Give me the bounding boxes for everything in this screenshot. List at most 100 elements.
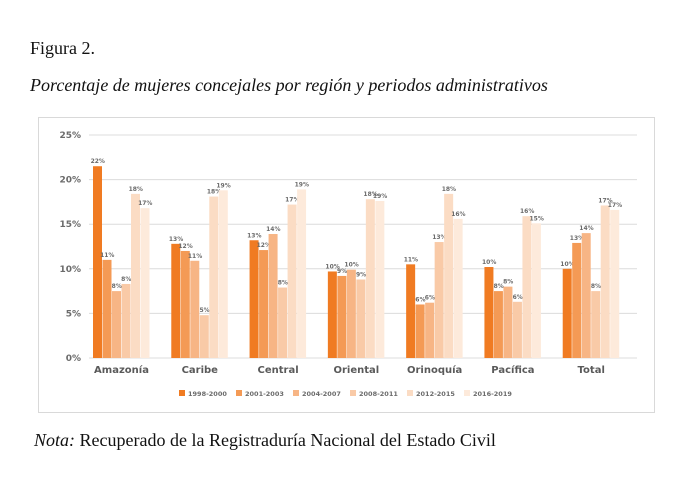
bar <box>278 287 288 358</box>
bar <box>406 264 416 358</box>
data-label: 17% <box>138 200 152 207</box>
legend-swatch <box>293 390 299 396</box>
data-label: 8% <box>494 283 504 290</box>
legend-label: 2004-2007 <box>302 390 341 398</box>
bar <box>581 233 591 358</box>
data-label: 19% <box>216 182 230 189</box>
data-label: 18% <box>207 189 221 196</box>
legend-swatch <box>464 390 470 396</box>
legend-swatch <box>179 390 185 396</box>
data-label: 18% <box>129 186 143 193</box>
bar <box>287 204 297 358</box>
data-label: 18% <box>363 191 377 198</box>
bar <box>346 269 356 358</box>
data-label: 17% <box>285 197 299 204</box>
data-label: 16% <box>451 211 465 218</box>
data-label: 13% <box>169 236 183 243</box>
bar <box>199 315 209 358</box>
bar <box>493 291 503 358</box>
data-label: 11% <box>404 256 418 263</box>
y-tick-label: 0% <box>66 354 81 364</box>
bar <box>572 242 582 358</box>
bar <box>562 268 572 358</box>
category-label: Caribe <box>182 365 219 376</box>
bar <box>531 223 541 358</box>
figure-title: Porcentaje de mujeres concejales por reg… <box>30 75 548 95</box>
bar <box>327 271 337 358</box>
legend-swatch <box>407 390 413 396</box>
bar <box>190 260 200 358</box>
note-text: Recuperado de la Registraduría Nacional … <box>75 430 496 450</box>
data-label: 19% <box>295 181 309 188</box>
data-label: 6% <box>425 295 435 302</box>
bar <box>484 267 494 358</box>
category-label: Oriental <box>333 365 379 376</box>
category-label: Orinoquía <box>407 364 462 376</box>
bar <box>93 166 102 358</box>
bar <box>209 196 219 358</box>
data-label: 11% <box>188 253 202 260</box>
data-label: 14% <box>579 225 593 232</box>
bar <box>121 283 131 358</box>
bar <box>512 301 522 358</box>
bar <box>434 242 444 358</box>
category-label: Central <box>258 365 299 376</box>
data-label: 8% <box>591 283 601 290</box>
data-label: 6% <box>415 296 425 303</box>
bar <box>102 259 112 358</box>
bar <box>171 243 181 358</box>
data-label: 17% <box>598 197 612 204</box>
figure-note: Nota: Recuperado de la Registraduría Nac… <box>34 430 496 451</box>
category-label: Pacífica <box>491 364 534 376</box>
legend-label: 2008-2011 <box>359 390 398 398</box>
bar <box>140 208 150 358</box>
bar <box>218 190 228 358</box>
data-label: 5% <box>199 307 209 314</box>
y-tick-label: 10% <box>59 265 81 275</box>
data-label: 6% <box>513 294 523 301</box>
legend-label: 2001-2003 <box>245 390 284 398</box>
data-label: 22% <box>91 158 105 165</box>
bar <box>375 201 385 358</box>
bar <box>112 291 121 358</box>
legend-label: 1998-2000 <box>188 390 227 398</box>
bar <box>180 250 190 358</box>
data-label: 8% <box>112 283 122 290</box>
legend-label: 2012-2015 <box>416 390 455 398</box>
data-label: 15% <box>529 215 543 222</box>
legend-swatch <box>350 390 356 396</box>
bar <box>600 205 610 358</box>
bar <box>337 275 347 358</box>
data-label: 13% <box>432 234 446 241</box>
bar <box>591 291 601 358</box>
data-label: 10% <box>325 263 339 270</box>
category-label: Total <box>578 365 605 376</box>
bar <box>365 199 375 358</box>
bar <box>503 286 513 358</box>
bar <box>131 193 140 358</box>
data-label: 14% <box>266 226 280 233</box>
bar-chart: 0%5%10%15%20%25%22%11%8%8%18%17%Amazonía… <box>59 131 637 398</box>
chart-frame: 0% 5% 10% 15% 20% 25% 22% 11% 8% 8% 18% 17% Amazonía… <box>38 117 655 413</box>
bar <box>268 234 278 358</box>
data-label: 8% <box>503 279 513 286</box>
data-label: 16% <box>520 208 534 215</box>
bar <box>453 218 463 358</box>
legend-label: 2016-2019 <box>473 390 512 398</box>
data-label: 10% <box>482 259 496 266</box>
bar <box>356 279 366 358</box>
figure-label: Figura 2. <box>30 38 95 58</box>
data-label: 12% <box>257 242 271 249</box>
note-label: Nota: <box>34 430 76 450</box>
data-label: 8% <box>121 276 131 283</box>
y-tick-label: 25% <box>59 131 81 141</box>
data-label: 17% <box>608 202 622 209</box>
data-label: 10% <box>344 262 358 269</box>
bar <box>249 240 259 358</box>
category-label: Amazonía <box>94 364 149 376</box>
bar <box>259 250 269 358</box>
data-label: 19% <box>373 193 387 200</box>
y-tick-label: 20% <box>59 176 81 186</box>
y-tick-label: 5% <box>66 309 81 319</box>
bar <box>444 193 454 358</box>
